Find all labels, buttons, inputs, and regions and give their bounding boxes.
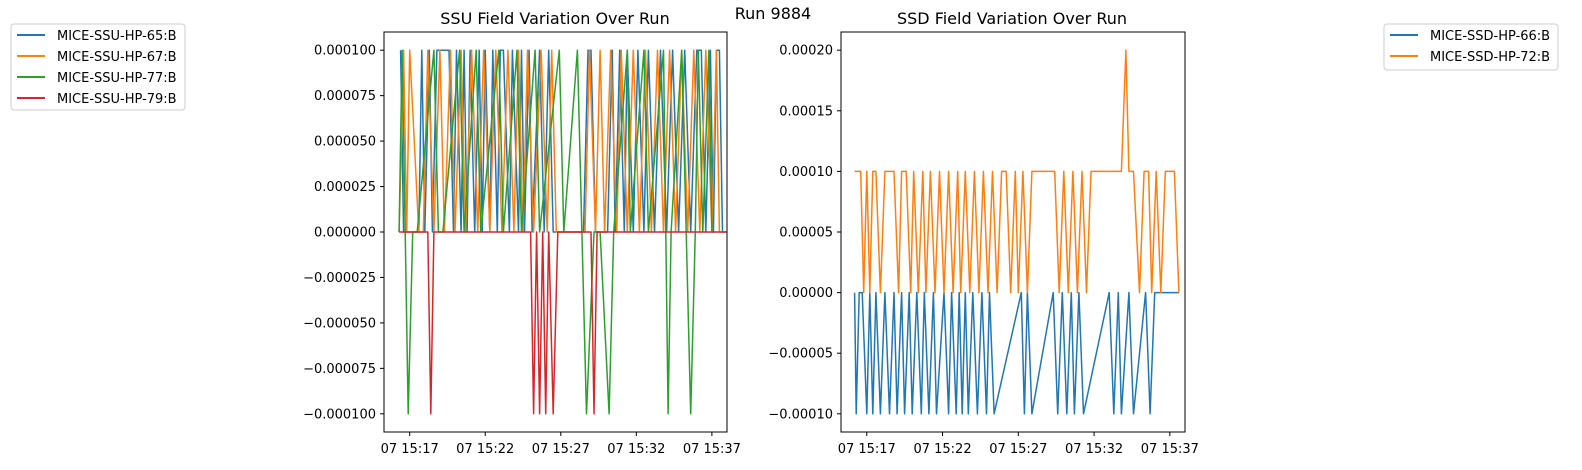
ssd-series-group: [853, 49, 1180, 415]
ssd-y-tick-label: 0.00010: [779, 165, 833, 180]
ssd-legend-label-0: MICE-SSD-HP-66:B: [1430, 29, 1550, 44]
ssd-x-tick-label: 07 15:37: [1141, 442, 1199, 457]
ssd-y-tick-label: 0.00020: [779, 44, 833, 59]
ssu-x-tick-label: 07 15:27: [532, 442, 590, 457]
ssd-x-axis: 07 15:17 07 15:22 07 15:27 07 15:32 07 15:37: [838, 432, 1199, 457]
ssd-series-line-1: [854, 49, 1180, 294]
ssu-x-tick-label: 07 15:17: [381, 442, 439, 457]
ssu-y-axis: 0.000100 0.000075 0.000050 0.000025 0.000000…: [303, 44, 384, 422]
ssu-y-tick-label: −0.000100: [303, 407, 376, 422]
ssu-x-tick-label: 07 15:22: [456, 442, 514, 457]
ssu-series-line-3: [399, 231, 727, 415]
ssd-x-tick-label: 07 15:27: [989, 442, 1047, 457]
ssu-plot: SSU Field Variation Over Run 0.0001000.0…: [303, 9, 741, 457]
ssu-series-group: [398, 49, 727, 415]
ssu-legend-label-1: MICE-SSU-HP-67:B: [57, 50, 177, 65]
ssu-y-tick-label: 0.000100: [314, 44, 376, 59]
ssu-legend-label-2: MICE-SSU-HP-77:B: [57, 71, 177, 86]
ssd-y-tick-label: 0.00000: [779, 286, 833, 301]
ssu-y-tick-label: 0.000075: [314, 89, 376, 104]
ssd-y-tick-label: −0.00005: [768, 347, 833, 362]
ssd-y-tick-label: 0.00005: [779, 226, 833, 241]
ssu-x-axis: 07 15:17 07 15:22 07 15:27 07 15:32 07 15:37: [381, 432, 741, 457]
ssu-legend-label-3: MICE-SSU-HP-79:B: [57, 92, 177, 107]
ssd-legend-label-1: MICE-SSD-HP-72:B: [1430, 50, 1550, 65]
ssd-legend: MICE-SSD-HP-66:B MICE-SSD-HP-72:B: [1383, 23, 1559, 71]
ssd-y-tick-label: −0.00010: [768, 407, 833, 422]
ssd-legend-frame: [1383, 23, 1559, 71]
ssd-y-tick-label: 0.00015: [779, 104, 833, 119]
ssd-y-axis: 0.00020 0.00015 0.00010 0.00005 0.00000 −0.00…: [768, 44, 841, 422]
ssd-x-tick-label: 07 15:32: [1065, 442, 1123, 457]
ssu-y-tick-label: 0.000025: [314, 180, 376, 195]
ssu-x-tick-label: 07 15:32: [607, 442, 665, 457]
ssd-series-line-0: [853, 291, 1179, 415]
ssd-x-tick-label: 07 15:17: [838, 442, 896, 457]
ssu-plot-title: SSU Field Variation Over Run: [440, 9, 669, 28]
ssu-y-tick-label: −0.000075: [303, 362, 376, 377]
ssu-legend-label-0: MICE-SSU-HP-65:B: [57, 29, 177, 44]
ssu-y-tick-label: 0.000000: [314, 226, 376, 241]
ssd-plot-title: SSD Field Variation Over Run: [897, 9, 1127, 28]
ssu-y-tick-label: −0.000050: [303, 316, 376, 331]
figure-suptitle: Run 9884: [735, 4, 811, 23]
ssu-legend-frame: [10, 23, 186, 111]
ssu-legend: MICE-SSU-HP-65:B MICE-SSU-HP-67:B MICE-SSU…: [10, 23, 186, 111]
ssd-x-tick-label: 07 15:22: [913, 442, 971, 457]
ssd-plot: SSD Field Variation Over Run 0.000200.00…: [768, 9, 1199, 457]
ssu-y-tick-label: −0.000025: [303, 271, 376, 286]
ssu-x-tick-label: 07 15:37: [683, 442, 741, 457]
ssu-y-tick-label: 0.000050: [314, 135, 376, 150]
